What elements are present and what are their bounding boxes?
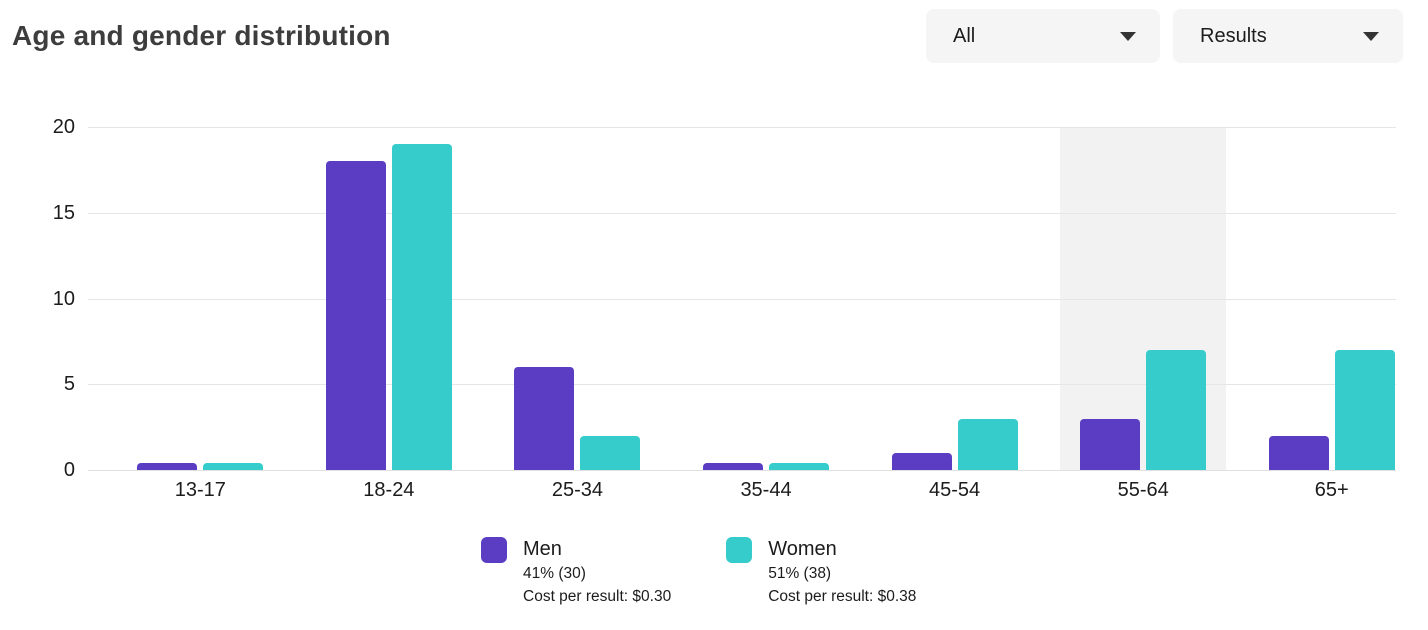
category-group-25-34: 25-34 bbox=[483, 127, 672, 501]
legend-name: Men bbox=[523, 538, 562, 560]
page-title: Age and gender distribution bbox=[12, 20, 391, 51]
y-axis-tick-label: 10 bbox=[52, 287, 75, 310]
y-axis: 0 5 10 15 20 bbox=[0, 117, 75, 480]
bar-pair bbox=[703, 127, 830, 470]
bar-pair bbox=[1268, 127, 1395, 470]
bar-men-35-44[interactable] bbox=[703, 463, 764, 470]
x-axis-tick-label: 35-44 bbox=[740, 479, 792, 501]
legend-name: Women bbox=[768, 538, 837, 560]
legend-text-women: Women 51% (38) Cost per result: $0.38 bbox=[768, 536, 916, 608]
filter-dropdown[interactable]: All bbox=[926, 9, 1160, 63]
category-group-55-64: 55-64 bbox=[1049, 127, 1238, 501]
chart-legend: Men 41% (30) Cost per result: $0.30 Wome… bbox=[481, 536, 916, 608]
category-group-65+: 65+ bbox=[1237, 127, 1426, 501]
bar-men-13-17[interactable] bbox=[137, 463, 198, 470]
metric-dropdown-value: Results bbox=[1200, 24, 1267, 47]
category-group-45-54: 45-54 bbox=[860, 127, 1049, 501]
bar-pair bbox=[1080, 127, 1207, 470]
bar-women-35-44[interactable] bbox=[769, 463, 830, 470]
category-group-13-17: 13-17 bbox=[106, 127, 295, 501]
y-axis-tick-label: 20 bbox=[52, 116, 75, 138]
bar-pair bbox=[325, 127, 452, 470]
bar-men-45-54[interactable] bbox=[891, 452, 952, 470]
category-group-18-24: 18-24 bbox=[295, 127, 484, 501]
gridline bbox=[88, 298, 1396, 300]
gridline bbox=[88, 212, 1396, 214]
bar-men-18-24[interactable] bbox=[325, 161, 386, 470]
filter-dropdown-value: All bbox=[953, 24, 976, 47]
bar-women-45-54[interactable] bbox=[957, 418, 1018, 470]
bar-women-65+[interactable] bbox=[1334, 349, 1395, 470]
legend-share: 51% (38) bbox=[768, 565, 832, 582]
legend-item-men: Men 41% (30) Cost per result: $0.30 bbox=[481, 536, 671, 608]
bar-pair bbox=[891, 127, 1018, 470]
chevron-down-icon bbox=[1120, 31, 1136, 41]
women-color-swatch bbox=[726, 537, 753, 563]
x-axis-tick-label: 45-54 bbox=[929, 479, 981, 501]
bar-men-55-64[interactable] bbox=[1080, 418, 1141, 470]
category-group-35-44: 35-44 bbox=[672, 127, 861, 501]
bar-chart-plot-area: 13-17 18-24 25-34 35-44 45-54 55-64 65+ bbox=[88, 127, 1396, 501]
legend-text-men: Men 41% (30) Cost per result: $0.30 bbox=[523, 536, 671, 608]
legend-share: 41% (30) bbox=[523, 565, 586, 582]
bar-women-18-24[interactable] bbox=[391, 144, 452, 470]
men-color-swatch bbox=[481, 537, 507, 563]
x-axis-tick-label: 18-24 bbox=[363, 479, 415, 501]
bar-pair bbox=[137, 127, 264, 470]
gridline bbox=[88, 384, 1396, 386]
bar-women-55-64[interactable] bbox=[1146, 349, 1207, 470]
bar-men-25-34[interactable] bbox=[514, 367, 575, 470]
bar-columns: 13-17 18-24 25-34 35-44 45-54 55-64 65+ bbox=[106, 127, 1426, 501]
chevron-down-icon bbox=[1363, 31, 1379, 41]
y-axis-tick-label: 5 bbox=[63, 373, 75, 396]
x-axis-tick-label: 55-64 bbox=[1117, 479, 1169, 501]
legend-cost: Cost per result: $0.38 bbox=[768, 588, 917, 605]
bar-men-65+[interactable] bbox=[1268, 435, 1329, 470]
x-axis-tick-label: 13-17 bbox=[174, 479, 226, 501]
y-axis-tick-label: 0 bbox=[63, 459, 75, 481]
metric-dropdown[interactable]: Results bbox=[1173, 9, 1403, 63]
bar-women-13-17[interactable] bbox=[203, 463, 264, 470]
bar-women-25-34[interactable] bbox=[580, 435, 641, 470]
x-axis-tick-label: 65+ bbox=[1314, 479, 1349, 501]
legend-cost: Cost per result: $0.30 bbox=[523, 588, 672, 605]
y-axis-tick-label: 15 bbox=[52, 201, 75, 224]
gridline bbox=[88, 127, 1396, 128]
bar-pair bbox=[514, 127, 641, 470]
legend-item-women: Women 51% (38) Cost per result: $0.38 bbox=[726, 536, 916, 608]
chart-controls: All Results bbox=[926, 9, 1403, 63]
x-axis-tick-label: 25-34 bbox=[551, 479, 604, 501]
